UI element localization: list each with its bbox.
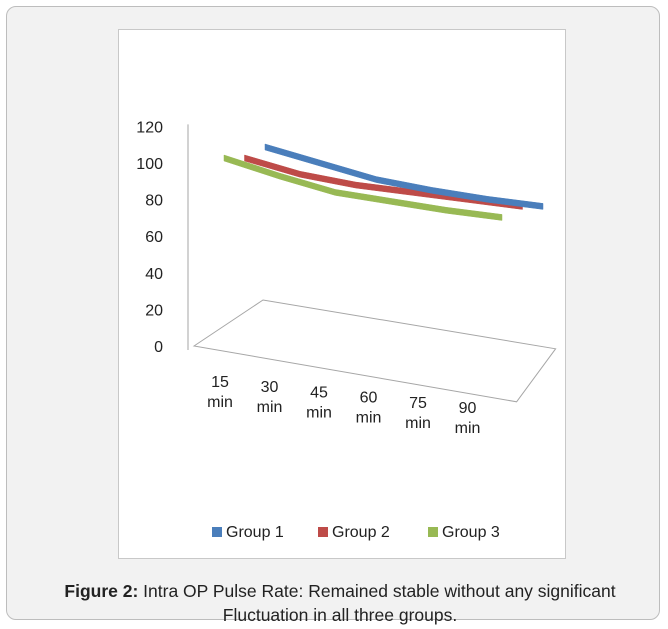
- x-tick-label: 90 min: [455, 400, 481, 437]
- chart-floor: [192, 299, 557, 403]
- x-tick-label: 30 min: [257, 379, 283, 416]
- y-tick-label: 20: [145, 302, 163, 319]
- series-line-group-3: [223, 154, 503, 221]
- pulse-rate-chart: 0 20 40 60 80 100 120 15 min 30 min 45 min 60 min 75 mi…: [136, 119, 557, 541]
- legend-label: Group 2: [332, 524, 390, 541]
- y-tick-label: 60: [145, 229, 163, 246]
- y-tick-label: 40: [145, 266, 163, 283]
- series-line-group-1: [264, 143, 544, 210]
- x-tick-labels: 15 min 30 min 45 min 60 min 75 min 90 min: [207, 374, 480, 437]
- x-tick-label: 60 min: [356, 390, 382, 427]
- caption-label: Figure 2:: [64, 581, 139, 601]
- legend-swatch: [318, 527, 328, 537]
- y-tick-label: 100: [136, 156, 163, 173]
- x-tick-label: 75 min: [405, 395, 431, 432]
- y-tick-labels: 0 20 40 60 80 100 120: [136, 119, 163, 356]
- y-tick-label: 0: [154, 339, 163, 356]
- caption-text: Intra OP Pulse Rate: Remained stable wit…: [143, 581, 616, 625]
- legend-swatch: [212, 527, 222, 537]
- legend-label: Group 1: [226, 524, 284, 541]
- x-tick-label: 45 min: [306, 384, 332, 421]
- floor-plane: [192, 299, 557, 403]
- legend-swatch: [428, 527, 438, 537]
- series-lines: [223, 143, 544, 221]
- y-tick-label: 80: [145, 193, 163, 210]
- y-tick-label: 120: [136, 119, 163, 136]
- figure-panel: 0 20 40 60 80 100 120 15 min 30 min 45 min 60 min 75 mi…: [6, 6, 660, 625]
- chart-legend: Group 1 Group 2 Group 3: [212, 524, 500, 541]
- legend-label: Group 3: [442, 524, 500, 541]
- chart-area: 0 20 40 60 80 100 120 15 min 30 min 45 min 60 min 75 mi…: [118, 29, 566, 559]
- figure-caption: Figure 2: Intra OP Pulse Rate: Remained …: [37, 579, 643, 627]
- x-tick-label: 15 min: [207, 374, 233, 411]
